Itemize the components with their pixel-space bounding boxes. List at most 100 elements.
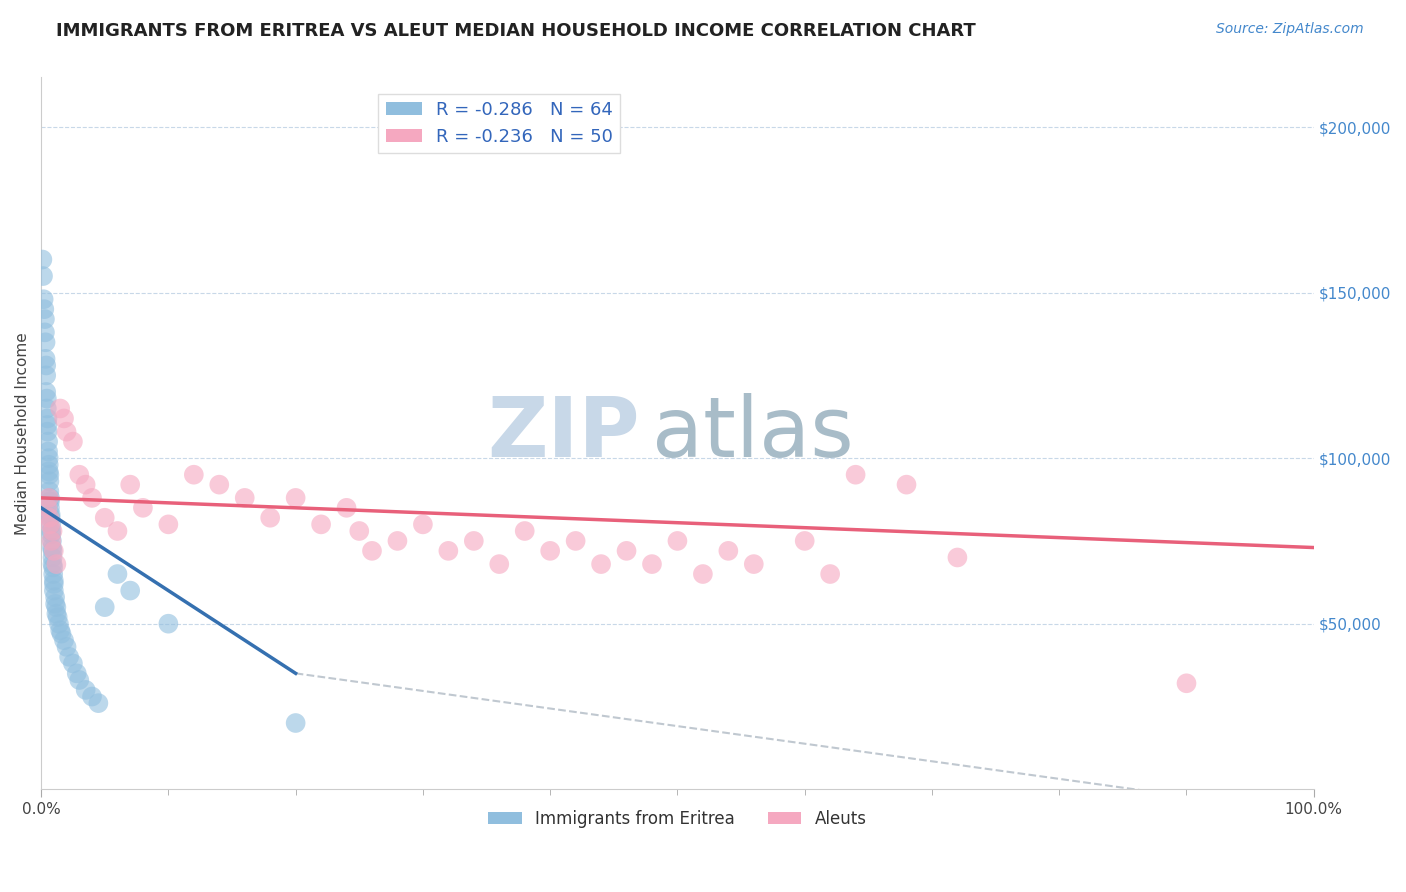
Point <box>39 527 62 541</box>
Point <box>39 524 62 538</box>
Point <box>37 434 59 449</box>
Point <box>55 425 77 439</box>
Point <box>51 626 73 640</box>
Point <box>38 464 60 478</box>
Point <box>58 649 80 664</box>
Point <box>39 508 62 522</box>
Point <box>666 533 689 548</box>
Point <box>75 477 97 491</box>
Point <box>67 673 90 687</box>
Text: ZIP: ZIP <box>486 392 640 474</box>
Point <box>41 550 63 565</box>
Point <box>37 411 59 425</box>
Point <box>32 269 55 284</box>
Point <box>437 544 460 558</box>
Point <box>946 550 969 565</box>
Point <box>80 491 103 505</box>
Point <box>641 557 664 571</box>
Point <box>309 517 332 532</box>
Point <box>44 591 66 605</box>
Point <box>39 517 62 532</box>
Point <box>39 500 62 515</box>
Point <box>41 533 63 548</box>
Point <box>35 401 58 416</box>
Point <box>34 326 56 340</box>
Point <box>120 477 142 491</box>
Point <box>132 500 155 515</box>
Point <box>41 557 63 571</box>
Point <box>62 434 84 449</box>
Point <box>34 335 56 350</box>
Point <box>66 666 89 681</box>
Point <box>49 624 72 638</box>
Text: Source: ZipAtlas.com: Source: ZipAtlas.com <box>1216 22 1364 37</box>
Point <box>42 574 65 588</box>
Text: IMMIGRANTS FROM ERITREA VS ALEUT MEDIAN HOUSEHOLD INCOME CORRELATION CHART: IMMIGRANTS FROM ERITREA VS ALEUT MEDIAN … <box>56 22 976 40</box>
Point <box>53 633 76 648</box>
Point <box>42 583 65 598</box>
Point <box>120 583 142 598</box>
Point <box>42 577 65 591</box>
Point <box>157 616 180 631</box>
Text: atlas: atlas <box>652 392 853 474</box>
Point <box>38 458 60 472</box>
Point <box>34 302 56 317</box>
Point <box>361 544 384 558</box>
Point <box>845 467 868 482</box>
Point <box>35 368 58 383</box>
Point <box>616 544 638 558</box>
Point <box>48 616 70 631</box>
Point <box>32 292 55 306</box>
Point <box>35 392 58 406</box>
Point <box>46 610 69 624</box>
Point <box>513 524 536 538</box>
Point <box>38 491 60 505</box>
Point <box>41 544 63 558</box>
Y-axis label: Median Household Income: Median Household Income <box>15 332 30 534</box>
Point <box>38 467 60 482</box>
Point <box>42 544 65 558</box>
Point <box>793 533 815 548</box>
Point <box>107 567 129 582</box>
Legend: Immigrants from Eritrea, Aleuts: Immigrants from Eritrea, Aleuts <box>482 803 873 834</box>
Point <box>692 567 714 582</box>
Point <box>538 544 561 558</box>
Point <box>67 467 90 482</box>
Point <box>41 524 63 538</box>
Point <box>45 607 67 621</box>
Point <box>349 524 371 538</box>
Point <box>39 517 62 532</box>
Point <box>157 517 180 532</box>
Point <box>183 467 205 482</box>
Point <box>1175 676 1198 690</box>
Point <box>37 418 59 433</box>
Point <box>55 640 77 654</box>
Point <box>463 533 485 548</box>
Point <box>38 451 60 466</box>
Point <box>39 533 62 548</box>
Point <box>284 716 307 731</box>
Point <box>488 557 510 571</box>
Point <box>564 533 586 548</box>
Point <box>107 524 129 538</box>
Point <box>87 696 110 710</box>
Point <box>49 401 72 416</box>
Point <box>39 494 62 508</box>
Point <box>38 510 60 524</box>
Point <box>233 491 256 505</box>
Point <box>38 475 60 489</box>
Point <box>31 252 53 267</box>
Point <box>591 557 613 571</box>
Point <box>45 557 67 571</box>
Point <box>41 541 63 555</box>
Point <box>208 477 231 491</box>
Point <box>93 510 115 524</box>
Point <box>75 682 97 697</box>
Point <box>39 491 62 505</box>
Point <box>818 567 841 582</box>
Point <box>62 657 84 671</box>
Point <box>335 500 357 515</box>
Point <box>35 359 58 373</box>
Point <box>37 500 59 515</box>
Point <box>37 425 59 439</box>
